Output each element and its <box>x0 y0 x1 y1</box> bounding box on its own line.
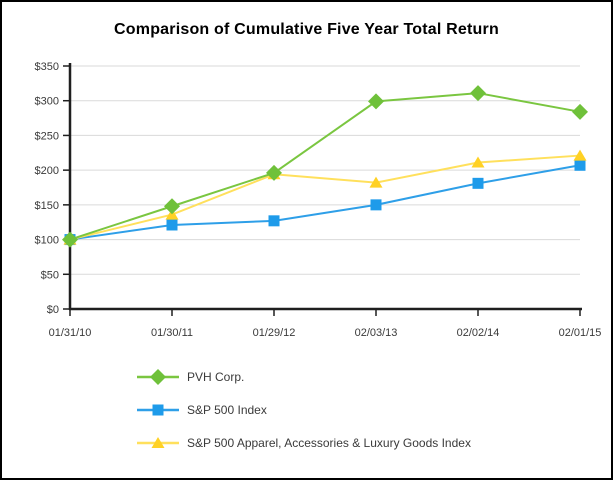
y-tick-label: $100 <box>35 235 59 247</box>
data-point-square-marker <box>268 215 280 227</box>
y-tick-label: $350 <box>35 61 59 73</box>
series-line <box>69 164 581 241</box>
data-point-square-marker <box>472 177 484 189</box>
data-point-triangle-marker <box>573 149 587 161</box>
data-point-square-marker <box>574 159 586 171</box>
legend-square-marker <box>152 404 164 416</box>
legend-triangle-marker <box>151 437 165 448</box>
data-point-triangle-marker <box>369 176 383 188</box>
x-tick-label: 01/31/10 <box>49 327 92 339</box>
x-tick-label: 02/02/14 <box>457 327 500 339</box>
y-tick-label: $0 <box>47 304 59 316</box>
data-point-square-marker <box>370 199 382 211</box>
y-tick-label: $250 <box>35 130 59 142</box>
x-tick-label: 01/30/11 <box>151 327 193 339</box>
legend-label: PVH Corp. <box>187 370 244 384</box>
y-tick-label: $150 <box>35 200 59 212</box>
data-point-diamond-marker <box>470 85 486 102</box>
series-line <box>69 154 581 241</box>
data-point-triangle-marker <box>471 156 485 168</box>
data-point-diamond-marker <box>62 231 78 248</box>
y-tick-label: $50 <box>41 269 59 281</box>
data-point-diamond-marker <box>368 93 384 110</box>
data-point-diamond-marker <box>164 198 180 215</box>
y-tick-label: $200 <box>35 165 59 177</box>
legend-diamond-marker <box>150 369 166 385</box>
data-point-square-marker <box>166 219 178 231</box>
y-tick-label: $300 <box>35 96 59 108</box>
data-point-diamond-marker <box>572 103 588 120</box>
x-tick-label: 02/03/13 <box>355 327 398 339</box>
x-tick-label: 02/01/15 <box>559 327 602 339</box>
legend-label: S&P 500 Apparel, Accessories & Luxury Go… <box>187 436 471 450</box>
data-point-diamond-marker <box>266 164 282 181</box>
legend-label: S&P 500 Index <box>187 403 267 417</box>
x-tick-label: 01/29/12 <box>253 327 296 339</box>
series-line <box>69 92 581 241</box>
chart-title: Comparison of Cumulative Five Year Total… <box>114 21 499 38</box>
